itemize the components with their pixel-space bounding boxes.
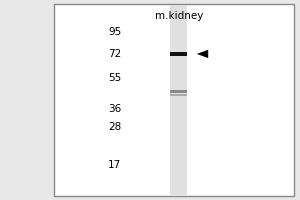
- Text: 28: 28: [108, 122, 121, 132]
- Text: 95: 95: [108, 27, 121, 37]
- Bar: [170, 52, 187, 56]
- Bar: [170, 94, 187, 96]
- Bar: [170, 90, 187, 93]
- Text: 55: 55: [108, 73, 121, 83]
- Polygon shape: [197, 50, 208, 58]
- Text: 36: 36: [108, 104, 121, 114]
- Text: 17: 17: [108, 160, 121, 170]
- Text: 72: 72: [108, 49, 121, 59]
- Text: m.kidney: m.kidney: [154, 11, 203, 21]
- Bar: [54, 4, 294, 196]
- Bar: [170, 5, 187, 195]
